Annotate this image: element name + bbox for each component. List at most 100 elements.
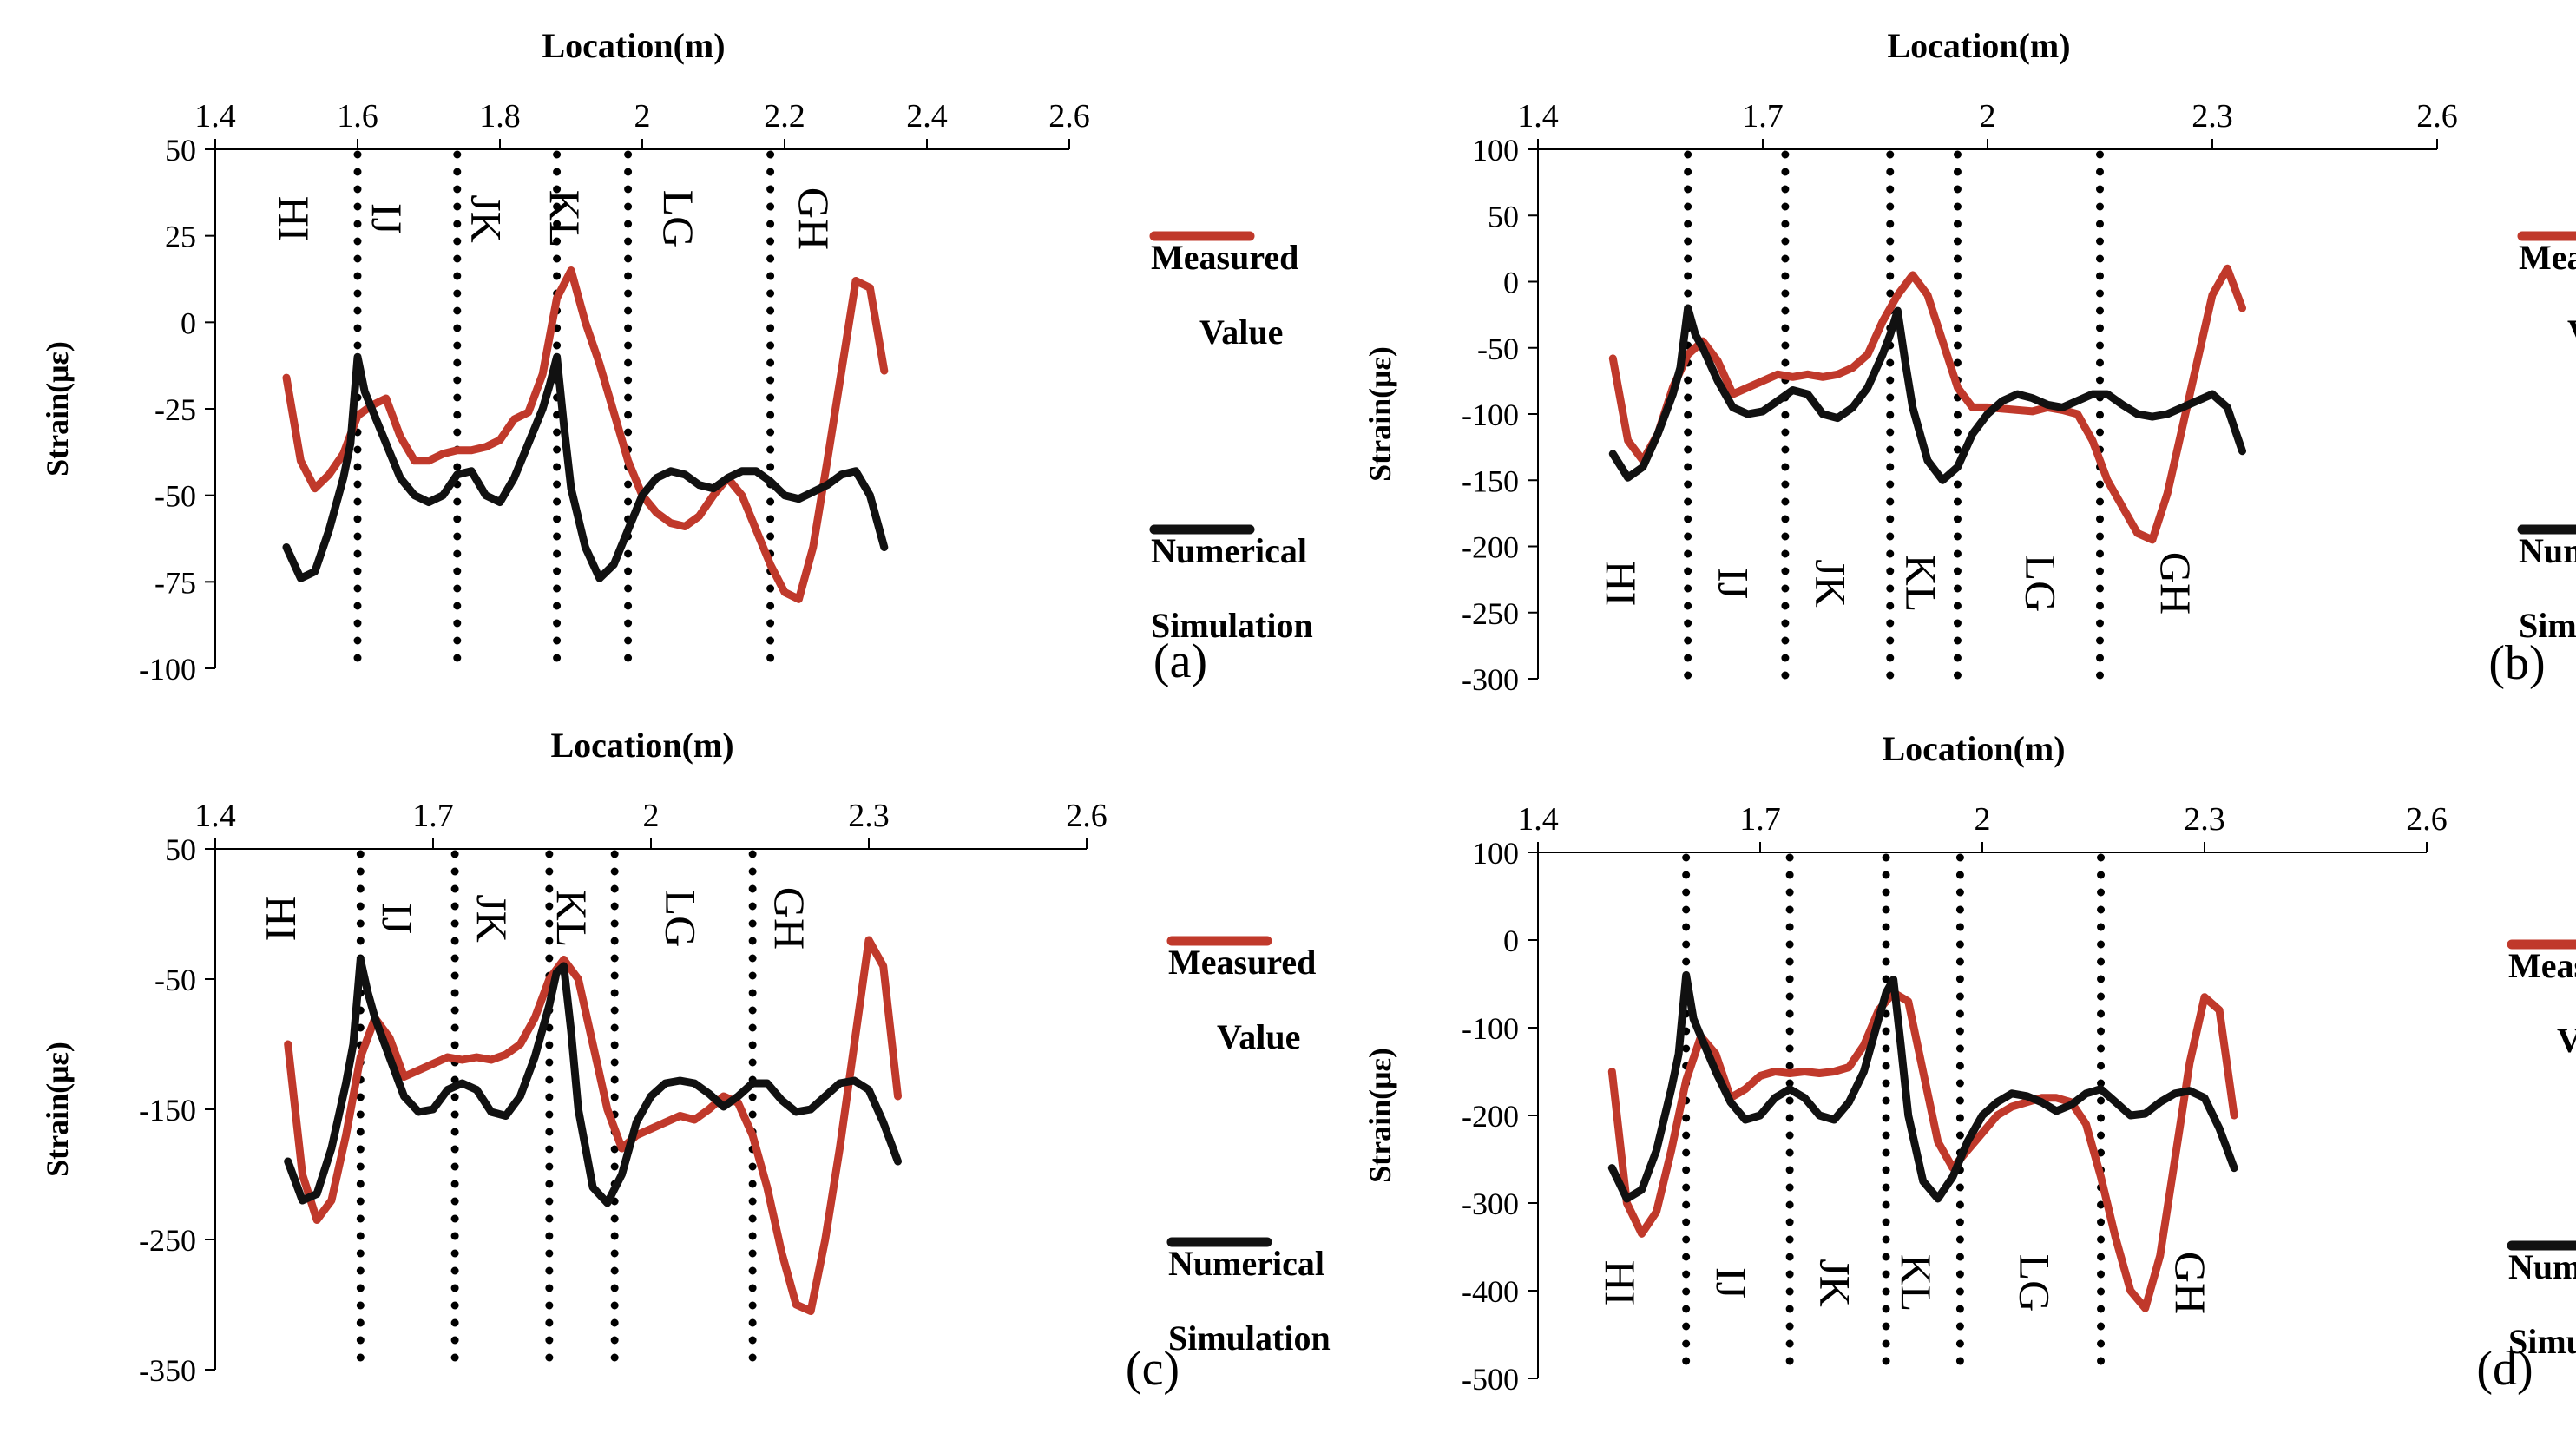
x-tick-label: 2 — [1975, 801, 1991, 838]
joint-label-GH: GH — [2166, 1252, 2215, 1314]
y-tick-label: 50 — [165, 133, 196, 168]
joint-label-HI: HI — [257, 896, 306, 942]
x-axis-title: Location(m) — [1887, 26, 2070, 65]
joint-label-JK: JK — [1807, 559, 1856, 608]
y-tick-label: 0 — [181, 306, 196, 340]
y-tick-label: -75 — [154, 565, 196, 600]
panel-label: (d) — [2476, 1342, 2533, 1396]
numerical-simulation-line — [282, 352, 889, 582]
y-axis-title: Strain(με) — [1363, 346, 1397, 482]
y-tick-label: -100 — [1462, 398, 1519, 432]
joint-label-LG: LG — [656, 890, 705, 948]
x-tick-label: 2.4 — [906, 98, 948, 135]
x-tick-label: 2.2 — [764, 98, 805, 135]
y-tick-label: 50 — [165, 832, 196, 867]
x-axis-title: Location(m) — [550, 726, 733, 765]
x-axis-title: Location(m) — [1882, 729, 2065, 768]
x-tick-label: 2.3 — [848, 798, 890, 834]
x-tick-label: 1.7 — [412, 798, 454, 834]
x-tick-label: 2 — [643, 798, 660, 834]
x-tick-label: 2.6 — [2416, 98, 2458, 135]
x-tick-label: 2.3 — [2184, 801, 2225, 838]
y-axis-title: Strain(με) — [40, 341, 75, 477]
joint-label-GH: GH — [766, 887, 814, 950]
numerical-simulation-line — [1608, 304, 2246, 484]
y-tick-label: -250 — [139, 1223, 196, 1258]
legend-measured-label: Measured — [1151, 238, 1298, 277]
y-tick-label: 100 — [1472, 133, 1519, 168]
x-tick-label: 1.4 — [194, 98, 236, 135]
x-tick-label: 1.4 — [1517, 801, 1559, 838]
joint-label-HI: HI — [1597, 561, 1646, 607]
joint-label-KL: KL — [541, 190, 589, 248]
measured-value-line — [1607, 989, 2238, 1312]
y-tick-label: -200 — [1462, 530, 1519, 565]
legend-numerical-label-2: Simulation — [1151, 606, 1313, 645]
legend-measured-label: Measured — [2508, 946, 2576, 985]
x-tick-label: 2 — [634, 98, 651, 135]
measured-value-line — [282, 266, 889, 603]
y-tick-label: 50 — [1488, 199, 1519, 233]
y-tick-label: -250 — [1462, 596, 1519, 631]
chart-panel-a: 1.4 1.6 1.8 2 2.2 2.4 2.6 Location(m) 50 25 0 -25 -5… — [40, 26, 1313, 688]
y-tick-label: -25 — [154, 392, 196, 427]
x-tick-label: 2.6 — [1048, 98, 1090, 135]
y-tick-label: -50 — [154, 479, 196, 514]
y-tick-label: -500 — [1462, 1362, 1519, 1397]
joint-label-IJ: IJ — [373, 903, 422, 934]
legend-measured-label-2: Value — [1199, 312, 1283, 352]
joint-label-LG: LG — [654, 190, 703, 248]
measured-value-line — [1608, 264, 2246, 544]
legend-numerical-label-2: Simulation — [1168, 1318, 1331, 1358]
joint-label-HI: HI — [1596, 1260, 1645, 1306]
measured-value-line — [284, 936, 902, 1315]
legend-measured-label: Measured — [2519, 238, 2576, 277]
legend-numerical-label-2: Simulation — [2508, 1322, 2576, 1361]
joint-label-KL: KL — [1892, 1254, 1941, 1312]
legend-measured-label: Measured — [1168, 943, 1316, 982]
x-tick-label: 2.6 — [2406, 801, 2448, 838]
y-tick-label: -100 — [139, 652, 196, 687]
joint-label-JK: JK — [468, 894, 516, 943]
x-tick-label: 2 — [1980, 98, 1996, 135]
legend-measured-label-2: Value — [2567, 312, 2576, 352]
y-tick-label: -350 — [139, 1353, 196, 1388]
legend-numerical-label: Numerical — [1151, 531, 1307, 570]
joint-label-IJ: IJ — [1709, 568, 1758, 599]
joint-label-LG: LG — [2011, 1254, 2060, 1312]
joint-label-HI: HI — [270, 196, 319, 242]
y-tick-label: 0 — [1503, 266, 1519, 300]
y-tick-label: -100 — [1462, 1011, 1519, 1046]
numerical-simulation-line — [1607, 970, 2238, 1203]
y-tick-label: -50 — [1477, 332, 1519, 366]
panel-label: (c) — [1126, 1342, 1180, 1396]
y-tick-label: -300 — [1462, 662, 1519, 697]
joint-label-IJ: IJ — [1707, 1267, 1756, 1299]
chart-panel-b: 1.4 1.7 2 2.3 2.6 Location(m) 100 50 0 -50 -100 -15… — [1363, 26, 2576, 697]
legend-measured-label-2: Value — [2557, 1021, 2576, 1060]
x-tick-label: 1.7 — [1742, 98, 1784, 135]
legend-measured-label-2: Value — [1217, 1017, 1300, 1056]
legend-numerical-label: Numerical — [1168, 1244, 1324, 1283]
legend-numerical-label: Numerical — [2508, 1247, 2576, 1286]
y-tick-label: -300 — [1462, 1187, 1519, 1221]
y-axis-title: Strain(με) — [1363, 1048, 1397, 1183]
joint-label-JK: JK — [1810, 1259, 1859, 1307]
joint-label-LG: LG — [2016, 555, 2065, 613]
chart-panel-c: 1.4 1.7 2 2.3 2.6 Location(m) 50 -50 -150 -250 -35… — [40, 726, 1331, 1396]
joint-label-GH: GH — [2152, 552, 2200, 615]
y-tick-label: 25 — [165, 220, 196, 254]
y-tick-label: 100 — [1472, 836, 1519, 871]
legend-numerical-label: Numerical — [2519, 531, 2576, 570]
x-tick-label: 2.6 — [1066, 798, 1107, 834]
joint-label-GH: GH — [790, 187, 838, 250]
x-axis-title: Location(m) — [542, 26, 725, 65]
joint-label-KL: KL — [1896, 555, 1945, 613]
y-tick-label: -200 — [1462, 1099, 1519, 1134]
y-tick-label: -150 — [139, 1093, 196, 1128]
joint-label-KL: KL — [548, 890, 596, 948]
y-tick-label: -50 — [154, 963, 196, 997]
y-tick-label: 0 — [1503, 924, 1519, 958]
y-tick-label: -150 — [1462, 464, 1519, 498]
